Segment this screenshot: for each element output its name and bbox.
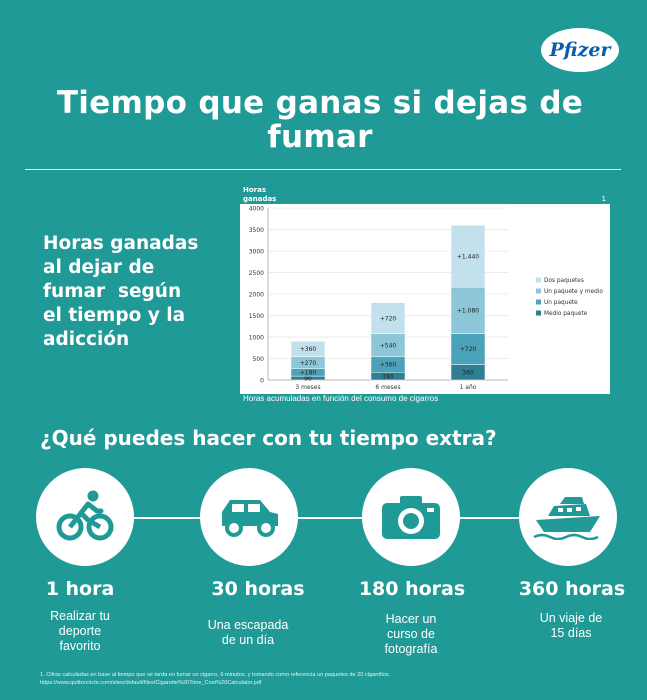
footnote-line-1: 1. Cifras calculadas en base al tiempo q… [40,672,391,678]
activity-hours-3: 180 horas [358,578,466,600]
legend-label: Dos paquetes [544,278,584,284]
chart-description-line-1: Horas ganadas [43,233,199,254]
y-tick-label: 2500 [249,270,264,277]
activity-text-sport: Realizar tu deporte favorito [20,609,140,654]
legend-swatch [536,277,541,283]
y-tick-label: 1000 [249,335,264,342]
x-tick-label: 3 meses [295,384,320,391]
chart-description: Horas ganadas al dejar de fumar según el… [43,232,228,352]
legend-swatch [536,288,541,294]
chart-caption: Horas acumuladas en función del consumo … [243,394,438,403]
legend-swatch [536,310,541,316]
y-tick-label: 0 [260,378,264,385]
bar-data-label: +720 [460,346,477,353]
x-tick-label: 1 año [460,384,477,391]
activity-circle-travel [519,468,617,566]
bar-data-label: +540 [380,342,397,349]
chart-description-line-2: al dejar de [43,257,155,278]
logo-text: Pfizer [549,39,611,61]
activity-text-trip: Una escapada de un día [188,618,308,648]
activity-circle-photo [362,468,460,566]
car-icon [222,500,278,537]
chart-description-line-4: el tiempo y la [43,305,186,326]
y-axis-title-line-2: ganadas [243,195,276,203]
y-tick-label: 3000 [249,249,264,256]
hours-chart: Horas ganadas 1 0 500 1000 1500 2000 2500 3000 350… [240,186,610,404]
activity-text-line: favorito [59,639,101,653]
chart-corner-note: 1 [602,195,606,203]
y-axis-title-line-1: Horas [243,186,266,194]
y-tick-label: 4000 [249,206,264,213]
bar-data-label: +720 [380,315,397,322]
activity-text-line: curso de [387,627,435,641]
page-title: Tiempo que ganas si dejas de fumar [20,86,620,154]
x-tick-label: 6 meses [375,384,400,391]
activity-text-line: 15 días [550,626,592,640]
activity-circle-trip [200,468,298,566]
camera-icon [382,496,440,539]
bar-data-label: +1.440 [457,253,479,260]
ship-icon [533,497,600,540]
activity-text-line: deporte [58,624,102,638]
bar-data-label: +360 [300,346,317,353]
activity-text-line: de un día [221,633,275,647]
bar-data-label: 90 [304,375,312,382]
activities-connector-line [90,517,570,519]
bar-segment [290,341,326,358]
activity-text-line: Hacer un [385,612,437,626]
page-title-line-2: fumar [267,119,373,155]
footnote-line-2: https://www.quittercircle.com/sites/defa… [40,679,262,686]
y-tick-label: 2000 [249,292,264,299]
bar-data-label: 360 [462,369,474,376]
bar-segment [450,286,486,334]
bar-data-label: +1.080 [457,308,479,315]
activity-text-photo: Hacer un curso de fotografía [351,612,471,657]
activity-hours-2: 30 horas [211,578,305,600]
activity-text-line: Una escapada [207,618,289,632]
title-divider [25,169,621,170]
y-tick-label: 1500 [249,313,264,320]
footnote: 1. Cifras calculadas en base al tiempo q… [40,672,620,687]
y-tick-label: 3500 [249,227,264,234]
legend-label: Medio paquete [544,311,588,317]
chart-description-line-3: fumar según [43,281,182,302]
legend-label: Un paquete y medio [544,289,603,295]
bar-segment [370,302,406,334]
page-title-line-1: Tiempo que ganas si dejas de [56,85,584,121]
pfizer-logo: Pfizer [541,28,619,72]
bar-data-label: 180 [382,373,394,380]
activity-hours-4: 360 horas [518,578,626,600]
bar-data-label: +360 [380,362,397,369]
y-tick-label: 500 [253,356,265,363]
activity-text-line: fotografía [384,642,438,656]
chart-description-line-5: adicción [43,329,130,350]
activity-circle-sport [36,468,134,566]
legend-label: Un paquete [544,300,578,306]
bar-data-label: +270 [300,360,317,367]
activity-text-line: Realizar tu [50,609,110,623]
cyclist-icon [56,490,114,541]
activity-text-line: Un viaje de [539,611,603,625]
activity-text-travel: Un viaje de 15 días [511,611,631,641]
activities-title: ¿Qué puedes hacer con tu tiempo extra? [40,426,497,450]
legend-swatch [536,299,541,305]
activity-hours-1: 1 hora [45,578,115,600]
bar-segment [450,333,486,365]
bar-segment [450,224,486,288]
bar-data-label: +180 [300,369,317,376]
